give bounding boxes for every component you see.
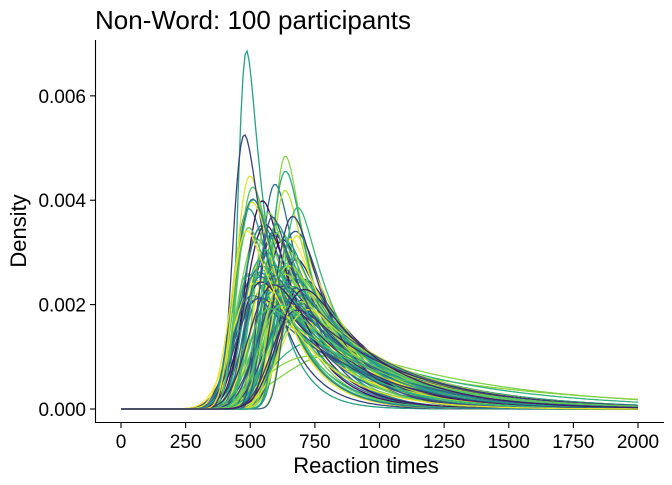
density-curve-91 [121,198,638,410]
y-axis-ticks: 0.000 0.002 0.004 0.006 [38,87,95,421]
x-axis-ticks: 0 250 500 750 1000 1250 1500 1750 2000 [116,423,659,453]
density-curve-80 [121,285,638,410]
density-curve-62 [121,285,639,410]
y-axis-label: Density [6,194,31,267]
x-tick-label: 0 [116,432,127,453]
density-curve-4 [121,49,638,410]
y-tick-label: 0.004 [38,191,86,212]
x-tick-label: 750 [299,432,331,453]
density-curve-100 [121,288,639,410]
density-curve-57 [121,286,639,410]
density-curve-58 [121,280,638,410]
density-curve-40 [121,280,638,410]
density-curve-41 [121,279,639,410]
chart-title: Non-Word: 100 participants [95,5,411,35]
x-tick-label: 1500 [488,432,530,453]
density-curve-76 [121,278,638,410]
x-tick-label: 2000 [617,432,659,453]
density-curve-25 [121,258,638,410]
density-curve-2 [121,278,638,410]
density-curve-94 [121,284,638,410]
density-curve-89 [121,287,639,410]
x-tick-label: 1000 [358,432,400,453]
y-tick-label: 0.006 [38,87,86,108]
y-tick-label: 0.000 [38,400,86,421]
x-tick-label: 500 [234,432,266,453]
density-curves [121,49,639,410]
density-curve-69 [121,285,638,410]
x-tick-label: 1250 [423,432,465,453]
density-curve-37 [121,281,639,410]
y-tick-label: 0.002 [38,296,86,317]
x-tick-label: 250 [170,432,202,453]
x-tick-label: 1750 [552,432,594,453]
density-curve-65 [121,281,638,410]
x-axis-label: Reaction times [293,453,439,478]
density-curve-24 [121,284,639,410]
